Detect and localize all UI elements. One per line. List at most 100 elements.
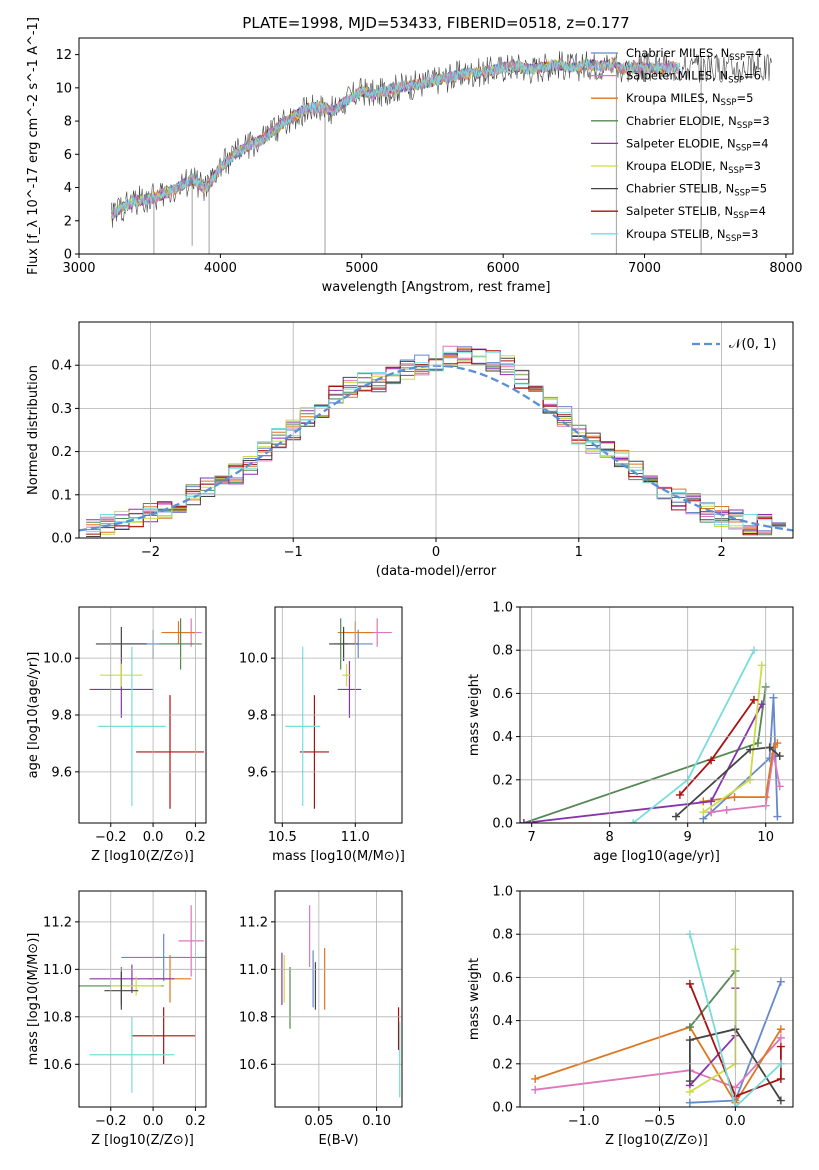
chart-age-vs-Z: −0.2 0.0 0.2 9.6 9.8 10.0 Z [log10(Z/Z⊙)] age [… [26,606,207,864]
weight-marker [776,1096,785,1105]
y-tick-label: 2 [64,214,72,229]
weight-marker [753,739,762,748]
y-tick-label: 9.6 [51,765,72,780]
x-tick-label: 8000 [769,261,802,276]
y-axis-label: mass [log10(M/M⊙)] [26,933,41,1066]
plot-area [281,905,401,1098]
weight-series [689,1028,782,1101]
axes-frame [78,606,207,824]
y-tick-label: 0 [64,248,72,263]
weight-series [535,1037,782,1091]
weight-marker [757,700,766,709]
y-tick-label: 8 [64,115,72,130]
legend-entry: Salpeter ELODIE, NSSP=4 [626,136,769,153]
y-tick-label: 11.0 [43,963,72,978]
x-tick-label: 0.05 [304,1114,333,1129]
weight-marker [769,693,778,702]
weight-marker [746,745,755,754]
x-tick-label: 0.0 [143,1114,164,1129]
y-tick-label: 4 [64,181,72,196]
axes-frame [78,37,794,255]
legend-entry: Chabrier STELIB, NSSP=5 [626,182,767,199]
chart-mass-weight-vs-age: 7 8 9 10 0.0 0.2 0.4 0.6 0.8 1.0 age [log10(age/yr… [467,601,794,864]
y-tick-label: 0.1 [51,488,72,503]
x-tick-label: 0.10 [362,1114,391,1129]
y-tick-label: 0.0 [492,817,513,832]
x-tick-label: 1 [575,545,583,560]
weight-marker [685,1087,694,1096]
y-axis-label: Flux [f_λ 10^-17 erg cm^-2 s^-1 A^-1] [26,17,41,275]
weight-marker [629,819,638,823]
x-axis-label: (data-model)/error [376,564,497,579]
y-tick-label: 0.0 [492,1101,513,1116]
y-tick-label: 9.8 [51,709,72,724]
x-tick-label: 7000 [628,261,661,276]
axes-frame [78,321,794,539]
weight-marker [707,756,716,765]
weight-marker [531,1085,540,1094]
x-tick-label: 6000 [487,261,520,276]
y-tick-label: 10.8 [43,1010,72,1025]
legend-entry: Chabrier MILES, NSSP=4 [626,46,762,63]
weight-series [523,703,763,823]
y-tick-label: 0.8 [492,928,513,943]
x-tick-label: 2 [717,545,725,560]
weight-marker [730,793,739,802]
weight-marker [765,743,774,752]
x-tick-label: 5000 [345,261,378,276]
y-tick-label: 10.0 [43,652,72,667]
weight-marker [531,1074,540,1083]
x-tick-label: 7 [528,830,536,845]
legend-entry: Salpeter MILES, NSSP=6 [626,69,761,86]
plot-area [89,618,204,809]
x-tick-label: −1.0 [568,1114,600,1129]
weight-marker [675,790,684,799]
y-tick-label: 0.6 [492,971,513,986]
x-axis-label: Z [log10(Z/Z⊙)] [605,1133,708,1148]
weight-marker [776,1025,785,1034]
x-axis-label: Z [log10(Z/Z⊙)] [91,849,194,864]
weight-marker [776,1042,785,1051]
y-tick-label: 10.6 [239,1058,268,1073]
axes-frame [78,890,207,1108]
weight-marker [722,806,731,815]
x-tick-label: 4000 [204,261,237,276]
x-tick-label: 0.0 [143,830,164,845]
y-tick-label: 0.2 [492,1057,513,1072]
y-tick-label: 0.3 [51,402,72,417]
y-tick-label: 0.4 [51,359,72,374]
y-axis-label: mass weight [467,958,482,1040]
legend-entry: Kroupa STELIB, NSSP=3 [626,227,758,244]
y-tick-label: 12 [55,48,72,63]
weight-series [534,1026,782,1105]
y-tick-label: 0.8 [492,644,513,659]
legend-entry: Chabrier ELODIE, NSSP=3 [626,114,770,131]
y-tick-label: 0.4 [492,730,513,745]
weight-marker [750,695,758,704]
weight-marker [707,797,716,806]
y-tick-label: 0.6 [492,687,513,702]
x-tick-label: −0.2 [95,1114,127,1129]
x-tick-label: 11.0 [341,830,370,845]
axes-frame [519,606,794,824]
legend-entry: 𝒩(0, 1) [729,337,776,352]
axes-frame [519,890,794,1108]
x-tick-label: 0.2 [185,830,206,845]
y-tick-label: 11.0 [239,963,268,978]
x-tick-label: −2 [141,545,160,560]
plot-area [111,51,772,254]
y-tick-label: 11.2 [239,915,268,930]
y-axis-label: age [log10(age/yr)] [26,652,41,779]
chart-residual-histogram: −2 −1 0 1 2 0.0 0.1 0.2 0.3 0.4 (data-model)/error… [26,321,794,579]
x-tick-label: 9 [684,830,692,845]
weight-series [523,686,767,823]
weight-marker [776,1033,785,1042]
x-tick-label: 0.0 [725,1114,746,1129]
y-tick-label: 11.2 [43,915,72,930]
weight-marker [685,979,694,988]
y-tick-label: 10 [55,81,72,96]
spectrum-series [111,57,681,219]
weight-series [703,742,779,803]
weight-series [689,933,782,1107]
